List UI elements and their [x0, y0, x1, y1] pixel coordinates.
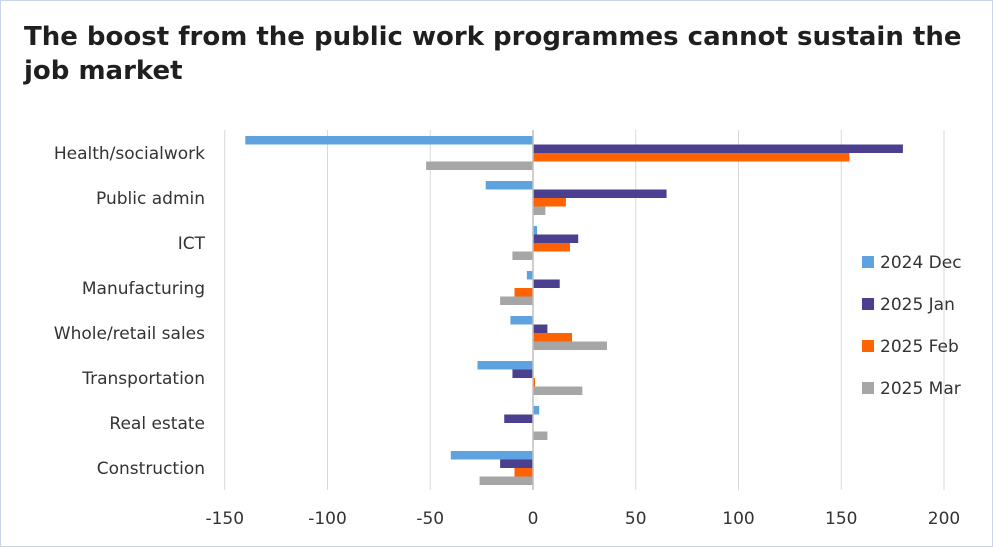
- legend-swatch: [862, 340, 874, 352]
- bar: [533, 406, 540, 415]
- bar: [512, 369, 533, 378]
- bar: [479, 476, 533, 485]
- x-tick-label: 150: [825, 509, 857, 529]
- bar: [533, 279, 560, 288]
- bar: [533, 341, 607, 350]
- bar: [514, 288, 533, 297]
- bar: [526, 271, 533, 280]
- x-tick-label: 0: [528, 509, 539, 529]
- bar: [533, 378, 536, 387]
- category-label: Real estate: [109, 414, 205, 434]
- legend: 2024 Dec 2025 Jan 2025 Feb 2025 Mar: [862, 253, 962, 399]
- legend-swatch: [862, 256, 874, 268]
- bar: [533, 198, 566, 207]
- x-tick-label: 100: [722, 509, 754, 529]
- legend-label: 2025 Feb: [880, 337, 959, 357]
- legend-swatch: [862, 382, 874, 394]
- bar: [533, 189, 667, 198]
- bar: [500, 459, 533, 468]
- legend-label: 2025 Jan: [880, 295, 955, 315]
- category-label: Health/socialwork: [54, 144, 205, 164]
- category-label: Whole/retail sales: [54, 324, 205, 344]
- x-tick-label: -50: [416, 509, 444, 529]
- x-tick-label: -100: [308, 509, 347, 529]
- legend-swatch: [862, 298, 874, 310]
- bar: [533, 431, 548, 440]
- bar: [533, 333, 573, 342]
- x-tick-label: 200: [928, 509, 960, 529]
- bar: [477, 361, 533, 370]
- x-tick-label: 50: [625, 509, 647, 529]
- bar: [514, 468, 533, 477]
- bar: [500, 296, 533, 305]
- bar: [533, 226, 538, 235]
- category-labels: Health/socialwork Public admin ICT Manufact…: [54, 144, 206, 479]
- category-label: Manufacturing: [82, 279, 205, 299]
- bar: [450, 451, 533, 460]
- bar: [533, 234, 579, 243]
- bar: [533, 243, 570, 252]
- bar: [533, 324, 548, 333]
- bars: [245, 136, 903, 485]
- category-label: Transportation: [81, 369, 205, 389]
- bar: [533, 153, 850, 162]
- bar: [533, 206, 546, 215]
- legend-label: 2025 Mar: [880, 379, 961, 399]
- chart-title: The boost from the public work programme…: [24, 22, 962, 86]
- bar: [485, 181, 533, 190]
- category-label: Public admin: [96, 189, 205, 209]
- bar: [510, 316, 533, 325]
- bar: [426, 161, 533, 170]
- bar: [533, 144, 903, 153]
- category-label: Construction: [97, 459, 205, 479]
- bar: [245, 136, 534, 145]
- bar: [512, 251, 533, 260]
- category-label: ICT: [178, 234, 206, 254]
- bar: [504, 414, 533, 423]
- grid-lines: [224, 130, 945, 490]
- bar: [533, 386, 583, 395]
- legend-label: 2024 Dec: [880, 253, 962, 273]
- x-tick-label: -150: [205, 509, 244, 529]
- x-tick-labels: -150 -100 -50 0 50 100 150 200: [205, 509, 960, 529]
